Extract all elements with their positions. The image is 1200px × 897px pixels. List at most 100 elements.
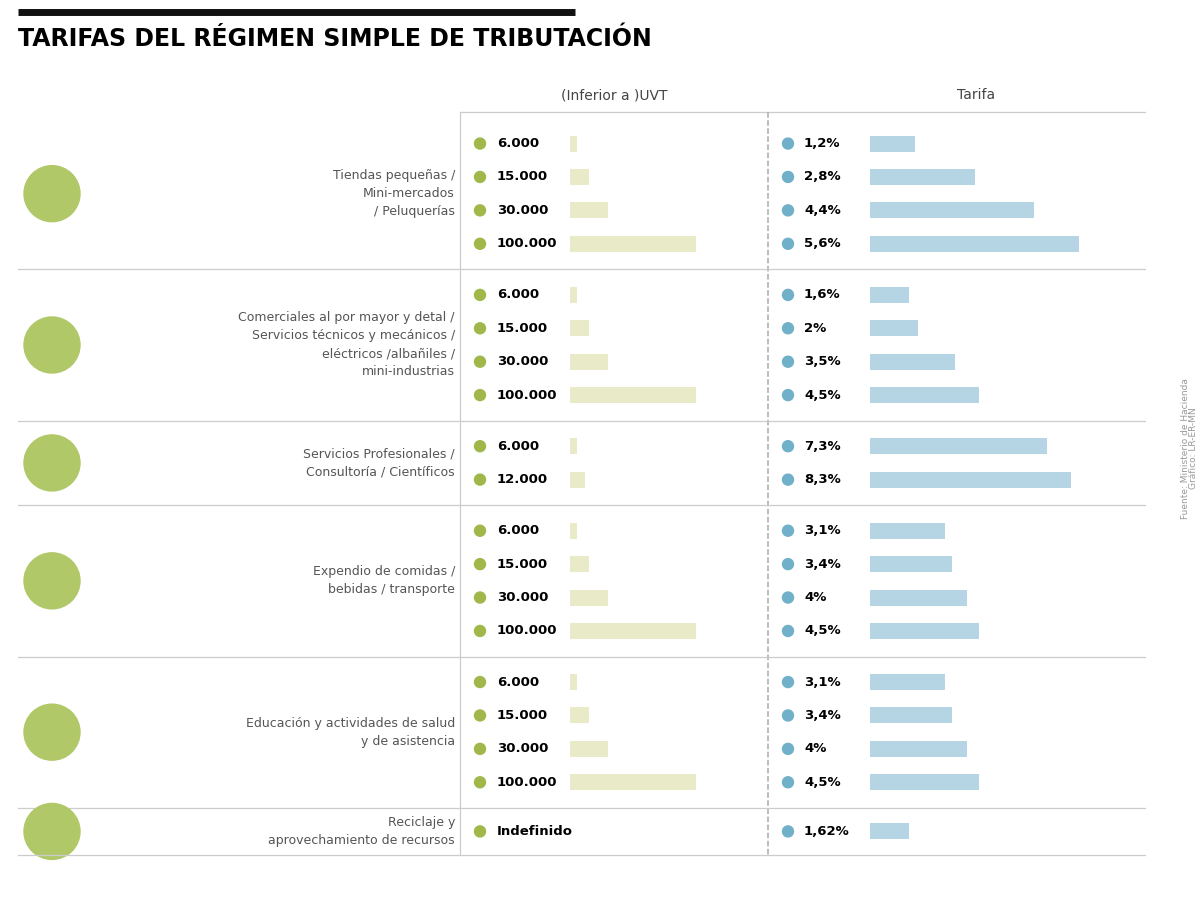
Bar <box>570 472 584 488</box>
Text: 1,2%: 1,2% <box>804 137 840 150</box>
Text: TARIFAS DEL RÉGIMEN SIMPLE DE TRIBUTACIÓN: TARIFAS DEL RÉGIMEN SIMPLE DE TRIBUTACIÓ… <box>18 27 652 51</box>
Text: Fuente: Ministerio de Hacienda: Fuente: Ministerio de Hacienda <box>1181 378 1189 519</box>
Text: 4%: 4% <box>804 743 827 755</box>
Circle shape <box>782 559 793 570</box>
Circle shape <box>782 625 793 637</box>
Circle shape <box>474 592 486 603</box>
Bar <box>570 556 589 572</box>
Text: 1,62%: 1,62% <box>804 825 850 838</box>
Bar <box>570 320 589 336</box>
Circle shape <box>474 826 486 837</box>
Bar <box>870 674 944 690</box>
Circle shape <box>474 290 486 300</box>
Circle shape <box>782 239 793 249</box>
Text: Indefinido: Indefinido <box>497 825 574 838</box>
Text: 3,1%: 3,1% <box>804 675 841 689</box>
Circle shape <box>24 553 80 609</box>
Bar <box>870 472 1072 488</box>
Text: 30.000: 30.000 <box>497 204 548 217</box>
Circle shape <box>474 138 486 149</box>
Bar <box>570 203 607 218</box>
Circle shape <box>782 526 793 536</box>
Text: 4,5%: 4,5% <box>804 776 841 788</box>
Circle shape <box>474 777 486 788</box>
Bar <box>570 388 696 403</box>
Circle shape <box>24 704 80 760</box>
Bar <box>870 320 918 336</box>
Bar <box>870 823 910 840</box>
Bar <box>870 589 967 605</box>
Bar <box>570 169 589 185</box>
Bar <box>870 708 953 724</box>
Text: 15.000: 15.000 <box>497 558 548 570</box>
Text: 2,8%: 2,8% <box>804 170 841 184</box>
Text: Expendio de comidas /
bebidas / transporte: Expendio de comidas / bebidas / transpor… <box>313 565 455 597</box>
Text: 15.000: 15.000 <box>497 709 548 722</box>
Circle shape <box>782 475 793 485</box>
Bar <box>870 774 979 790</box>
Text: 15.000: 15.000 <box>497 322 548 335</box>
Text: 4,5%: 4,5% <box>804 388 841 402</box>
Circle shape <box>24 435 80 491</box>
Circle shape <box>782 777 793 788</box>
Circle shape <box>782 826 793 837</box>
Circle shape <box>474 710 486 721</box>
Bar <box>570 439 577 454</box>
Bar <box>870 623 979 639</box>
Circle shape <box>474 323 486 334</box>
Text: 6.000: 6.000 <box>497 137 539 150</box>
Circle shape <box>474 559 486 570</box>
Bar <box>570 589 607 605</box>
Text: 6.000: 6.000 <box>497 524 539 537</box>
Text: 100.000: 100.000 <box>497 776 558 788</box>
Circle shape <box>24 804 80 859</box>
Text: 4%: 4% <box>804 591 827 604</box>
Bar <box>870 741 967 757</box>
Text: 15.000: 15.000 <box>497 170 548 184</box>
Bar <box>570 674 577 690</box>
Text: 1,6%: 1,6% <box>804 288 841 301</box>
Circle shape <box>782 171 793 182</box>
Circle shape <box>474 744 486 754</box>
Text: 12.000: 12.000 <box>497 473 548 486</box>
Circle shape <box>782 676 793 688</box>
Circle shape <box>782 205 793 216</box>
Circle shape <box>474 440 486 452</box>
Text: 5,6%: 5,6% <box>804 238 841 250</box>
Bar <box>870 556 953 572</box>
Circle shape <box>474 389 486 401</box>
Text: 30.000: 30.000 <box>497 591 548 604</box>
Text: 100.000: 100.000 <box>497 388 558 402</box>
Bar <box>870 353 955 370</box>
Text: Tarifa: Tarifa <box>958 88 996 102</box>
Bar <box>570 287 577 303</box>
Text: (Inferior a )UVT: (Inferior a )UVT <box>560 88 667 102</box>
Circle shape <box>782 389 793 401</box>
Text: 7,3%: 7,3% <box>804 440 841 453</box>
Bar <box>870 523 944 539</box>
Bar <box>570 623 696 639</box>
Bar <box>870 135 914 152</box>
Circle shape <box>24 166 80 222</box>
Text: 100.000: 100.000 <box>497 238 558 250</box>
Circle shape <box>24 317 80 373</box>
Circle shape <box>474 676 486 688</box>
Bar <box>570 135 577 152</box>
Bar <box>870 439 1048 454</box>
Text: Educación y actividades de salud
y de asistencia: Educación y actividades de salud y de as… <box>246 717 455 748</box>
Text: 3,4%: 3,4% <box>804 709 841 722</box>
Circle shape <box>474 171 486 182</box>
Bar <box>570 741 607 757</box>
Circle shape <box>782 744 793 754</box>
Bar <box>870 388 979 403</box>
Text: Reciclaje y
aprovechamiento de recursos: Reciclaje y aprovechamiento de recursos <box>269 816 455 847</box>
Bar <box>870 287 910 303</box>
Circle shape <box>782 138 793 149</box>
Bar <box>570 353 607 370</box>
Text: Gráfico: LR-ER-MN: Gráfico: LR-ER-MN <box>1188 407 1198 490</box>
Text: Tiendas pequeñas /
Mini-mercados
/ Peluquerías: Tiendas pequeñas / Mini-mercados / Peluq… <box>332 170 455 218</box>
Bar <box>870 203 1034 218</box>
Text: Servicios Profesionales /
Consultoría / Científicos: Servicios Profesionales / Consultoría / … <box>304 448 455 478</box>
Text: 2%: 2% <box>804 322 827 335</box>
Text: 4,4%: 4,4% <box>804 204 841 217</box>
